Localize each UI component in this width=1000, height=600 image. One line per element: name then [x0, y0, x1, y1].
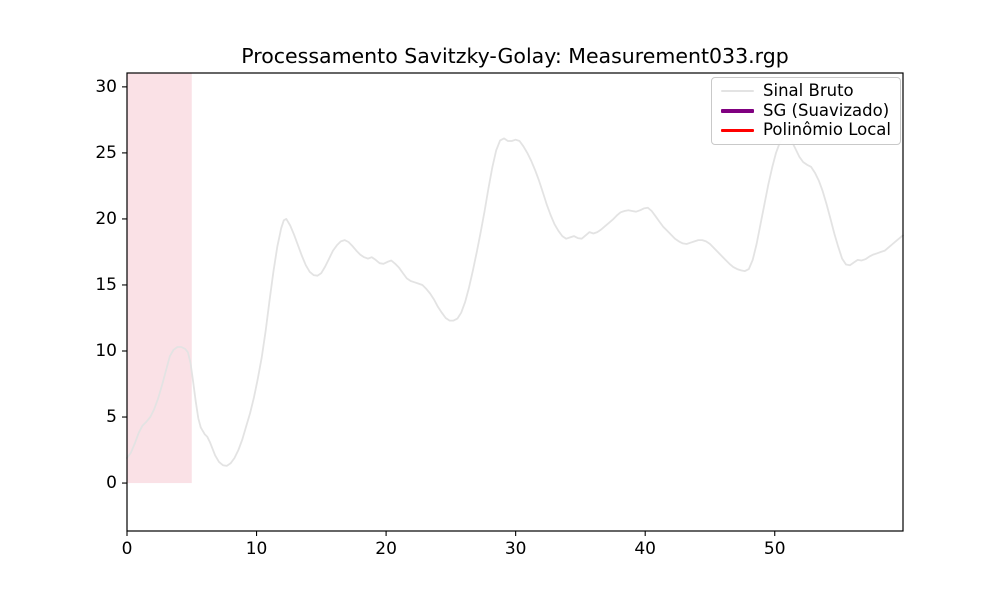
- legend-item-label: SG (Suavizado): [763, 100, 890, 120]
- legend-line-sample: [721, 109, 755, 113]
- series-line-0: [126, 135, 904, 467]
- x-tick-label: 10: [245, 539, 268, 559]
- y-tick-label: 5: [106, 407, 117, 428]
- legend-item: SG (Suavizado): [721, 100, 891, 121]
- chart-title: Processamento Savitzky-Golay: Measuremen…: [241, 44, 789, 68]
- plot-border: [126, 72, 904, 532]
- y-tick-label: 20: [95, 208, 117, 229]
- legend-line-sample: [721, 129, 755, 132]
- y-tick-label: 10: [95, 340, 117, 361]
- legend: Sinal Bruto SG (Suavizado) Polinômio Local: [711, 77, 901, 145]
- y-tick-label: 25: [95, 142, 117, 163]
- y-tick-label: 30: [95, 76, 117, 97]
- legend-item-label: Polinômio Local: [763, 120, 891, 140]
- highlight-band: [127, 73, 192, 484]
- x-tick-label: 40: [634, 539, 656, 559]
- y-tick-label: 15: [95, 274, 117, 295]
- legend-item-label: Sinal Bruto: [763, 80, 854, 100]
- legend-item: Polinômio Local: [721, 120, 891, 140]
- y-tick-label: 0: [106, 473, 117, 494]
- legend-line-sample: [721, 90, 755, 93]
- legend-item: Sinal Bruto: [721, 80, 891, 101]
- x-tick-label: 20: [375, 539, 397, 559]
- x-tick-label: 0: [121, 539, 133, 559]
- x-tick-label: 50: [763, 539, 786, 559]
- x-tick-label: 30: [504, 539, 527, 559]
